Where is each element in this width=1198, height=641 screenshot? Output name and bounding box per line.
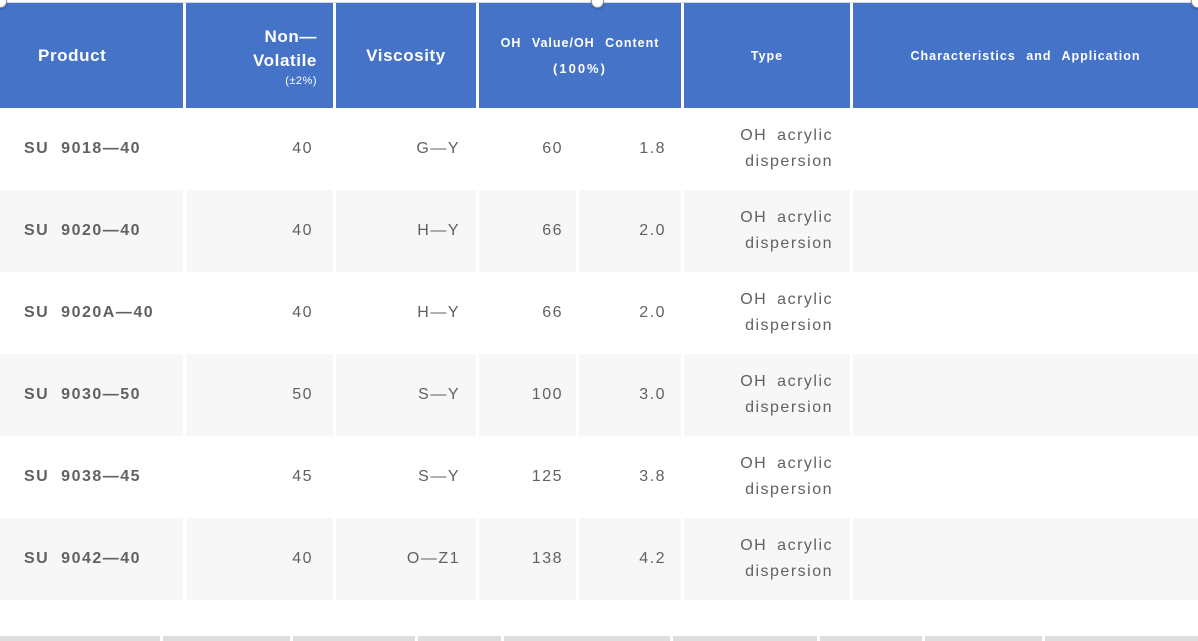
cell-type: OH acrylic dispersion: [684, 436, 850, 518]
cell-oh-content: 2.0: [579, 190, 681, 272]
cell-non-volatile: 40: [186, 518, 333, 600]
cell-product: SU 9018—40: [0, 108, 183, 190]
cell-product: SU 9020—40: [0, 190, 183, 272]
cell-characteristics: [853, 108, 1198, 190]
next-table-top-edge: [0, 636, 1198, 641]
cell-viscosity: O—Z1: [336, 518, 476, 600]
table-row: SU 9038—45 45 S—Y 125 3.8 OH acrylic dis…: [0, 436, 1198, 518]
header-label-viscosity: Viscosity: [366, 45, 446, 65]
next-table-header-cell: [820, 636, 922, 641]
cell-type: OH acrylic dispersion: [684, 190, 850, 272]
cell-product: SU 9030—50: [0, 354, 183, 436]
next-table-header-cell: [925, 636, 1042, 641]
cell-oh-value: 66: [479, 272, 576, 354]
table-row: SU 9020—40 40 H—Y 66 2.0 OH acrylic disp…: [0, 190, 1198, 272]
header-label-non-volatile: Non— Volatile: [252, 26, 317, 70]
cell-oh-content: 4.2: [579, 518, 681, 600]
resize-handle-top-center[interactable]: [591, 0, 604, 8]
cell-oh-content: 3.8: [579, 436, 681, 518]
cell-oh-content: 3.0: [579, 354, 681, 436]
cell-oh-value: 125: [479, 436, 576, 518]
cell-product: SU 9042—40: [0, 518, 183, 600]
cell-type: OH acrylic dispersion: [684, 354, 850, 436]
next-table-header-cell: [1045, 636, 1198, 641]
cell-oh-value: 100: [479, 354, 576, 436]
header-label-characteristics: Characteristics and Application: [910, 48, 1141, 63]
cell-type: OH acrylic dispersion: [684, 518, 850, 600]
cell-type: OH acrylic dispersion: [684, 272, 850, 354]
type-text: OH acrylic dispersion: [740, 291, 833, 334]
table-header-row: Product Non— Volatile (±2%) Viscosity OH…: [0, 3, 1198, 108]
cell-viscosity: S—Y: [336, 436, 476, 518]
cell-oh-content: 2.0: [579, 272, 681, 354]
table-row: SU 9018—40 40 G—Y 60 1.8 OH acrylic disp…: [0, 108, 1198, 190]
table-row: SU 9020A—40 40 H—Y 66 2.0 OH acrylic dis…: [0, 272, 1198, 354]
table-row: SU 9042—40 40 O—Z1 138 4.2 OH acrylic di…: [0, 518, 1198, 600]
header-cell-product: Product: [0, 3, 183, 108]
cell-oh-value: 138: [479, 518, 576, 600]
cell-viscosity: H—Y: [336, 272, 476, 354]
cell-oh-value: 66: [479, 190, 576, 272]
type-text: OH acrylic dispersion: [740, 537, 833, 580]
cell-viscosity: G—Y: [336, 108, 476, 190]
header-cell-type: Type: [684, 3, 850, 108]
type-text: OH acrylic dispersion: [740, 209, 833, 252]
cell-product: SU 9038—45: [0, 436, 183, 518]
cell-characteristics: [853, 190, 1198, 272]
next-table-header-cell: [418, 636, 501, 641]
cell-product: SU 9020A—40: [0, 272, 183, 354]
cell-non-volatile: 50: [186, 354, 333, 436]
header-sublabel-non-volatile: (±2%): [285, 74, 317, 87]
type-text: OH acrylic dispersion: [740, 373, 833, 416]
cell-non-volatile: 45: [186, 436, 333, 518]
cell-characteristics: [853, 518, 1198, 600]
cell-characteristics: [853, 436, 1198, 518]
header-label-product: Product: [38, 45, 107, 65]
type-text: OH acrylic dispersion: [740, 455, 833, 498]
header-label-type: Type: [750, 48, 784, 63]
header-cell-viscosity: Viscosity: [336, 3, 476, 108]
cell-viscosity: H—Y: [336, 190, 476, 272]
cell-non-volatile: 40: [186, 190, 333, 272]
header-sublabel-oh-value: (100%): [553, 60, 607, 76]
header-cell-non-volatile: Non— Volatile (±2%): [186, 3, 333, 108]
next-table-header-cell: [293, 636, 415, 641]
resize-handle-top-right[interactable]: [1191, 0, 1198, 8]
next-table-header-cell: [163, 636, 290, 641]
next-table-header-cell: [504, 636, 670, 641]
type-text: OH acrylic dispersion: [740, 127, 833, 170]
cell-non-volatile: 40: [186, 108, 333, 190]
header-cell-oh-value: OH Value/OH Content (100%): [479, 3, 681, 108]
cell-characteristics: [853, 272, 1198, 354]
cell-viscosity: S—Y: [336, 354, 476, 436]
header-cell-characteristics: Characteristics and Application: [853, 3, 1198, 108]
cell-oh-content: 1.8: [579, 108, 681, 190]
table-row: SU 9030—50 50 S—Y 100 3.0 OH acrylic dis…: [0, 354, 1198, 436]
product-table[interactable]: Product Non— Volatile (±2%) Viscosity OH…: [0, 3, 1198, 600]
cell-type: OH acrylic dispersion: [684, 108, 850, 190]
header-label-oh-value: OH Value/OH Content: [500, 35, 660, 50]
cell-oh-value: 60: [479, 108, 576, 190]
cell-non-volatile: 40: [186, 272, 333, 354]
cell-characteristics: [853, 354, 1198, 436]
next-table-header-cell: [673, 636, 817, 641]
next-table-header-cell: [0, 636, 160, 641]
